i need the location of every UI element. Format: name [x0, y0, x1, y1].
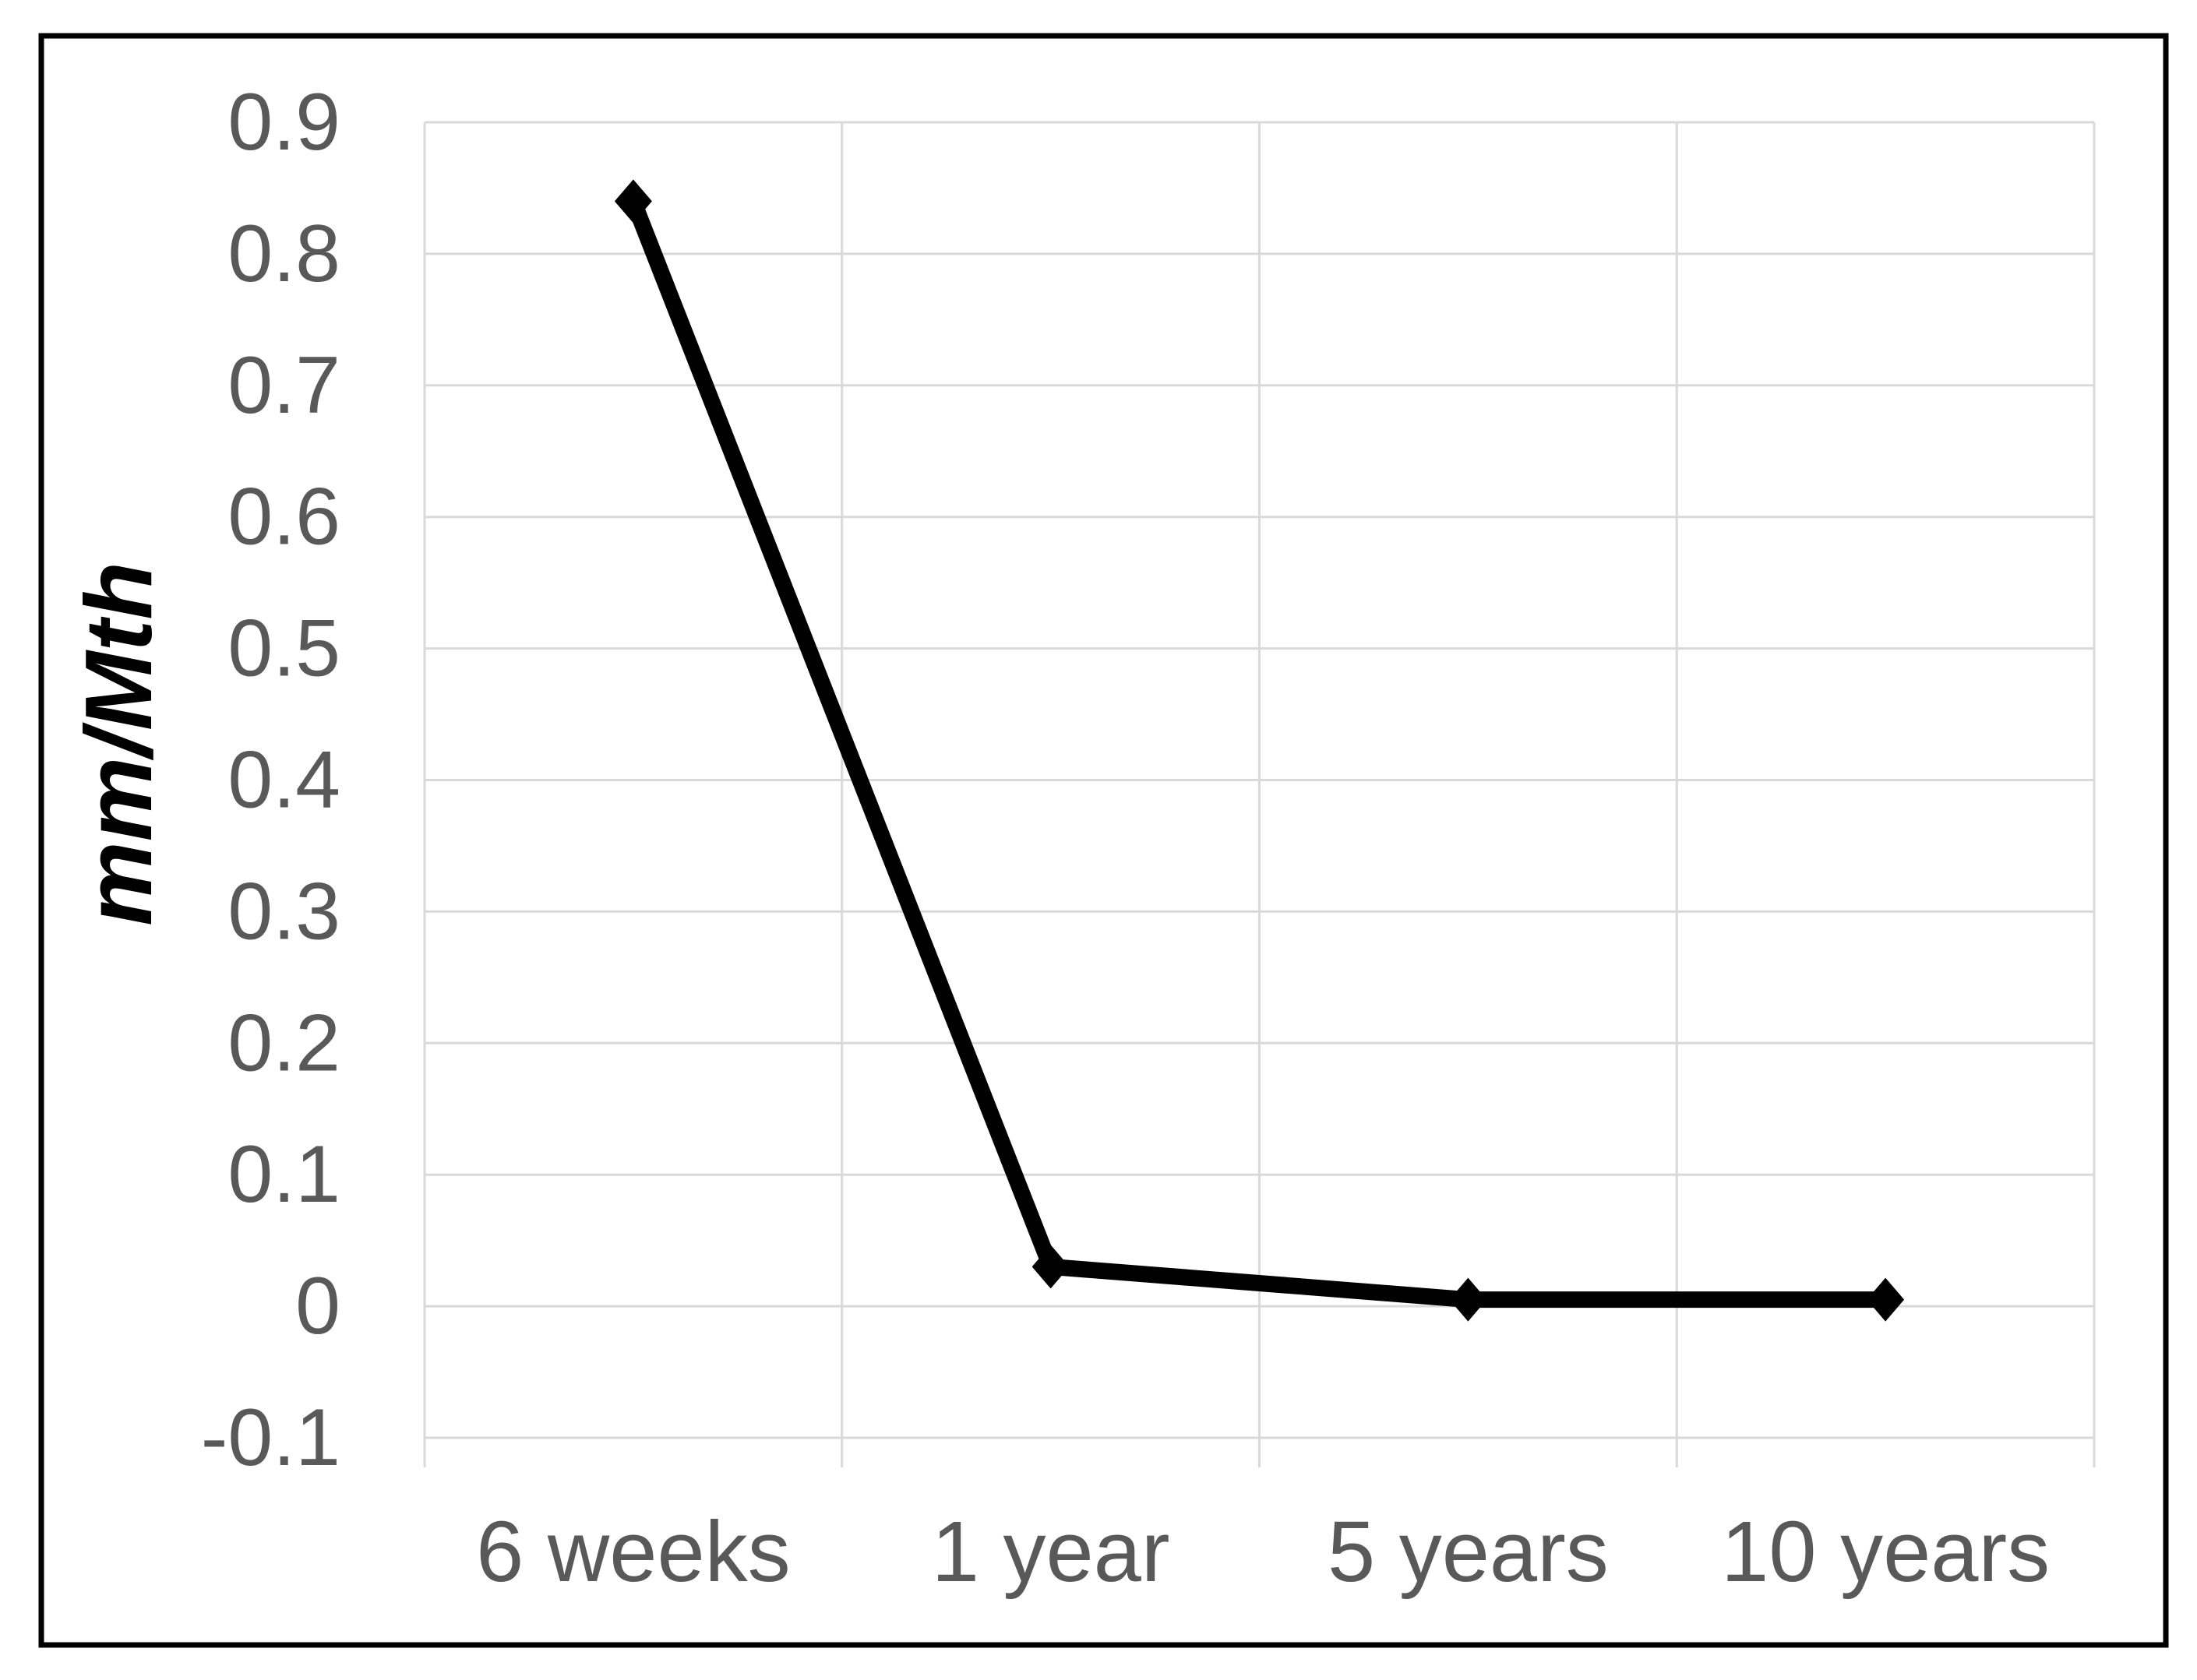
x-axis-tick-labels: 6 weeks 1 year 5 years 10 years — [476, 1504, 2050, 1600]
x-tick-label: 1 year — [932, 1504, 1170, 1600]
data-point-markers — [614, 179, 1905, 1322]
y-tick-label: 0.1 — [227, 1129, 340, 1220]
y-tick-label: 0.5 — [227, 604, 340, 694]
y-axis-title: mm/Mth — [65, 562, 171, 926]
y-tick-label: 0.4 — [227, 735, 340, 826]
y-axis-tick-labels: 0.9 0.8 0.7 0.6 0.5 0.4 0.3 0.2 0.1 0 -0.1 — [201, 77, 340, 1483]
y-tick-label: 0.8 — [227, 209, 340, 299]
data-point-marker — [614, 179, 652, 224]
y-tick-label: 0.6 — [227, 472, 340, 562]
gridlines — [423, 121, 2096, 1439]
y-tick-label: 0.9 — [227, 77, 340, 167]
x-tick-label: 10 years — [1721, 1504, 2050, 1600]
data-line — [625, 192, 1894, 1308]
y-tick-label: 0.2 — [227, 998, 340, 1088]
y-tick-label: 0.3 — [227, 866, 340, 956]
y-tick-label: 0 — [295, 1261, 340, 1351]
data-point-marker — [1031, 1245, 1070, 1289]
y-tick-label: -0.1 — [201, 1393, 340, 1483]
data-point-marker — [1867, 1277, 1905, 1322]
chart-border — [38, 33, 2169, 1648]
axis-ticks — [423, 1438, 2096, 1467]
x-tick-label: 5 years — [1328, 1504, 1609, 1600]
data-point-marker — [1449, 1277, 1487, 1322]
y-tick-label: 0.7 — [227, 340, 340, 431]
x-tick-label: 6 weeks — [476, 1504, 791, 1600]
